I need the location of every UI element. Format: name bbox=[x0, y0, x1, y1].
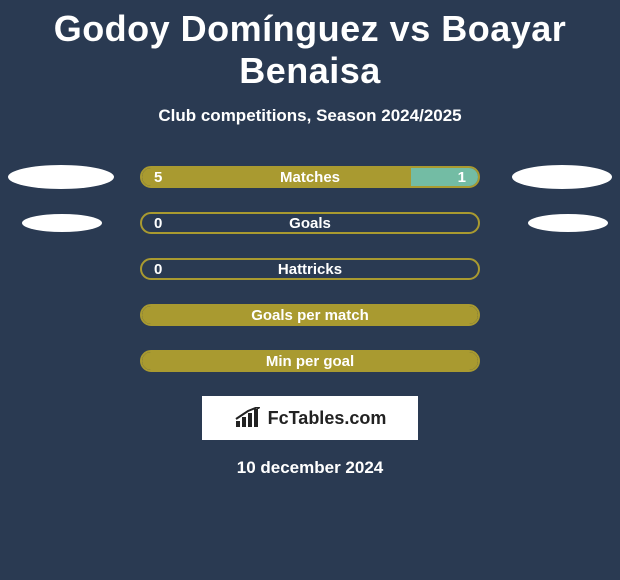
stat-label: Min per goal bbox=[142, 353, 478, 370]
stat-value-player2: 1 bbox=[458, 169, 466, 186]
stat-row: Goals0 bbox=[10, 212, 610, 234]
stat-row: Hattricks0 bbox=[10, 258, 610, 280]
player1-ellipse bbox=[22, 214, 102, 232]
logo-text: FcTables.com bbox=[268, 408, 387, 429]
stat-row: Goals per match bbox=[10, 304, 610, 326]
stat-label: Goals bbox=[142, 215, 478, 232]
stat-value-player1: 0 bbox=[154, 215, 162, 232]
player1-ellipse bbox=[8, 165, 114, 189]
stat-value-player1: 0 bbox=[154, 261, 162, 278]
stat-value-player1: 5 bbox=[154, 169, 162, 186]
player2-ellipse bbox=[512, 165, 612, 189]
stat-bar: Goals per match bbox=[140, 304, 480, 326]
page-subtitle: Club competitions, Season 2024/2025 bbox=[0, 106, 620, 126]
stat-label: Matches bbox=[142, 169, 478, 186]
chart-icon bbox=[234, 407, 262, 429]
comparison-chart: Matches51Goals0Hattricks0Goals per match… bbox=[0, 166, 620, 372]
stat-bar: Min per goal bbox=[140, 350, 480, 372]
stat-bar: Hattricks0 bbox=[140, 258, 480, 280]
stat-row: Min per goal bbox=[10, 350, 610, 372]
logo-box: FcTables.com bbox=[202, 396, 418, 440]
stat-label: Goals per match bbox=[142, 307, 478, 324]
stat-label: Hattricks bbox=[142, 261, 478, 278]
player2-ellipse bbox=[528, 214, 608, 232]
stat-bar: Goals0 bbox=[140, 212, 480, 234]
stat-bar: Matches5 1 bbox=[140, 166, 480, 188]
date-label: 10 december 2024 bbox=[0, 458, 620, 478]
stat-row: Matches5 1 bbox=[10, 166, 610, 188]
page-title: Godoy Domínguez vs Boayar Benaisa bbox=[0, 0, 620, 92]
